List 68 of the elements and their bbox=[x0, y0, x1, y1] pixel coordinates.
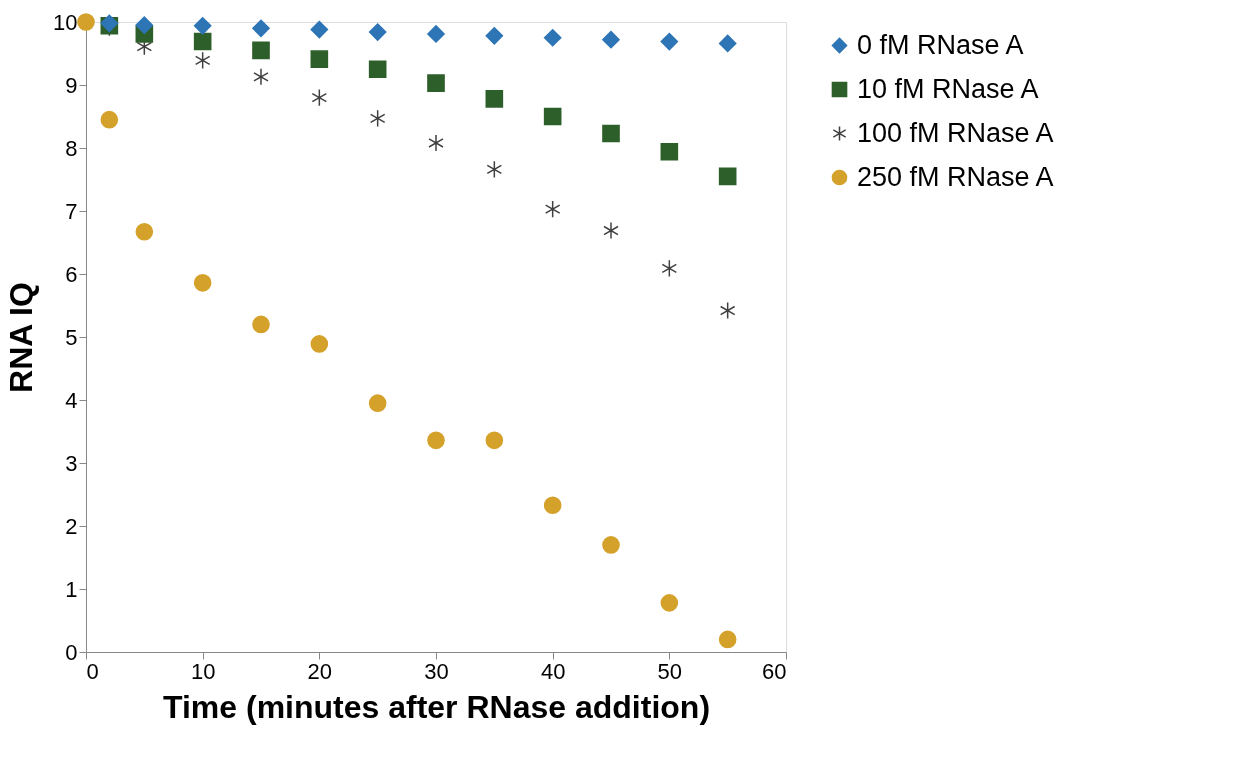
point bbox=[427, 25, 445, 43]
x-tick-label: 20 bbox=[307, 658, 333, 684]
y-tick-label: 0 bbox=[65, 639, 78, 665]
point bbox=[427, 74, 445, 92]
y-tick-label: 5 bbox=[65, 324, 78, 350]
point bbox=[660, 32, 679, 51]
x-tick-label: 10 bbox=[190, 658, 216, 684]
y-tick-label: 9 bbox=[65, 72, 78, 98]
point bbox=[135, 222, 154, 241]
y-axis-title: RNA IQ bbox=[3, 282, 40, 393]
point bbox=[193, 274, 212, 292]
point bbox=[77, 13, 95, 31]
point bbox=[252, 315, 270, 334]
point bbox=[718, 167, 737, 186]
y-tick-label: 7 bbox=[65, 198, 78, 224]
y-tick-label: 10 bbox=[53, 9, 78, 35]
point bbox=[719, 301, 736, 320]
point bbox=[661, 259, 678, 278]
point bbox=[252, 19, 270, 38]
point bbox=[543, 107, 562, 126]
point bbox=[193, 32, 212, 51]
y-tick-label: 1 bbox=[65, 576, 78, 602]
point bbox=[602, 30, 620, 49]
y-tick-label: 4 bbox=[65, 387, 78, 413]
point bbox=[660, 594, 679, 612]
legend-label: 10 fM RNase A bbox=[857, 73, 1039, 104]
legend-label: 100 fM RNase A bbox=[857, 117, 1054, 148]
x-axis-title: Time (minutes after RNase addition) bbox=[162, 688, 711, 725]
y-tick-label: 2 bbox=[65, 513, 78, 539]
x-tick-label: 50 bbox=[657, 658, 683, 684]
y-tick-label: 6 bbox=[65, 261, 78, 287]
point bbox=[427, 431, 445, 450]
point bbox=[368, 23, 387, 41]
point bbox=[368, 394, 387, 412]
point bbox=[603, 221, 619, 240]
point bbox=[660, 142, 679, 161]
x-tick-label: 30 bbox=[424, 658, 449, 684]
point bbox=[485, 90, 504, 108]
point bbox=[135, 16, 154, 34]
point bbox=[193, 16, 212, 35]
point bbox=[485, 27, 504, 45]
point bbox=[369, 109, 386, 128]
x-tick-label: 60 bbox=[762, 658, 787, 684]
point bbox=[368, 60, 387, 79]
point bbox=[428, 134, 444, 152]
legend-label: 0 fM RNase A bbox=[857, 29, 1024, 60]
y-tick-label: 3 bbox=[65, 450, 78, 476]
point bbox=[485, 431, 504, 450]
point bbox=[718, 630, 737, 649]
point bbox=[310, 20, 329, 39]
point bbox=[311, 88, 328, 107]
point bbox=[543, 496, 562, 515]
point bbox=[543, 28, 562, 47]
point bbox=[100, 110, 119, 129]
legend-label: 250 fM RNase A bbox=[857, 161, 1054, 192]
point bbox=[194, 51, 211, 70]
point bbox=[718, 34, 737, 53]
point bbox=[252, 41, 270, 60]
point bbox=[544, 200, 561, 218]
y-tick-label: 8 bbox=[65, 135, 78, 161]
point bbox=[310, 335, 329, 353]
point bbox=[602, 536, 620, 554]
point bbox=[486, 160, 503, 179]
point bbox=[602, 124, 620, 143]
point bbox=[253, 68, 269, 86]
point bbox=[310, 50, 329, 68]
x-tick-label: 40 bbox=[540, 658, 566, 684]
x-tick-label: 0 bbox=[86, 658, 99, 684]
